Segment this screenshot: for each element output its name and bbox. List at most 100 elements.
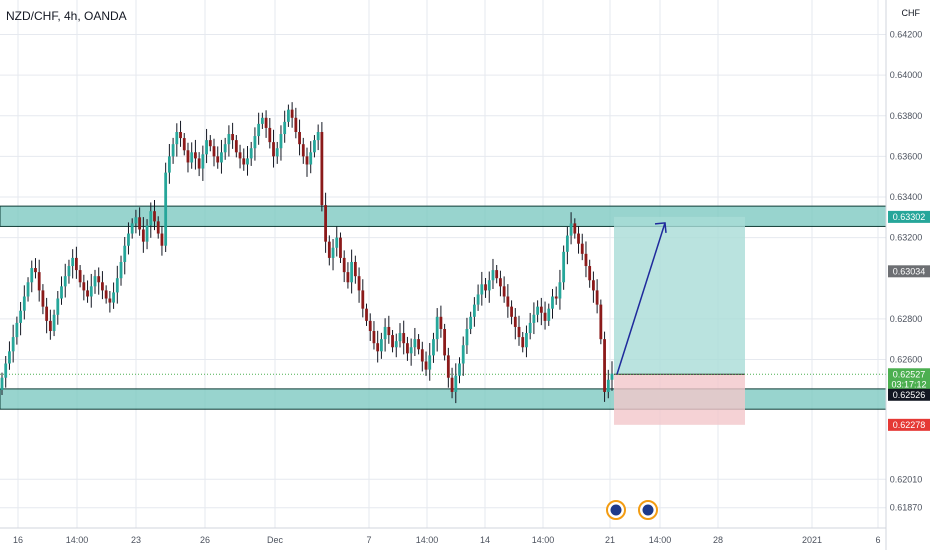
candle-body	[350, 261, 354, 283]
candle-body	[342, 257, 346, 273]
candle-body	[361, 290, 365, 309]
candle-body	[443, 328, 447, 356]
candle-body	[588, 266, 592, 281]
candle-body	[208, 140, 212, 147]
price-badge	[888, 210, 930, 223]
candle-body	[37, 272, 41, 291]
price-badge-label: 0.62278	[893, 420, 926, 430]
candle-body	[249, 148, 253, 159]
arrow-head	[654, 222, 667, 233]
flag-icon	[610, 504, 622, 516]
candle-body	[424, 361, 428, 370]
candle-body	[141, 229, 145, 242]
flag-icon	[642, 504, 654, 516]
candle-body	[253, 136, 257, 149]
candle-body	[313, 140, 316, 153]
candle-body	[391, 335, 394, 348]
candle-body	[491, 270, 495, 281]
y-tick-label: 0.63800	[890, 111, 923, 121]
candle-body	[558, 282, 562, 299]
candle-body	[484, 284, 487, 291]
candle-body	[539, 306, 543, 313]
candle-body	[123, 245, 127, 262]
candle-body	[510, 306, 513, 317]
x-tick-label: 14	[480, 535, 490, 545]
candle-body	[454, 375, 458, 392]
price-badge	[888, 368, 930, 381]
candle-body	[82, 282, 86, 291]
candle-body	[562, 251, 566, 283]
candle-body	[78, 270, 82, 283]
price-badge	[888, 378, 930, 391]
candle-body	[335, 237, 339, 248]
candle-body	[108, 298, 112, 303]
candle-body	[130, 223, 134, 234]
candle-body	[22, 296, 26, 311]
candle-body	[212, 146, 216, 157]
candle-body	[406, 343, 409, 354]
candle-body	[398, 333, 402, 342]
candle-body	[231, 134, 235, 141]
candle-body	[569, 223, 573, 236]
candle-body	[194, 152, 197, 159]
candle-body	[175, 132, 179, 145]
candle-body	[353, 261, 357, 277]
long-position-tool[interactable]	[0, 216, 886, 425]
grid-lines	[0, 0, 886, 528]
candle-body	[153, 211, 156, 222]
candle-body	[499, 278, 502, 287]
candle-body	[316, 132, 320, 141]
candle-body	[521, 337, 525, 348]
candle-body	[294, 117, 298, 132]
y-tick-label: 0.62800	[890, 314, 923, 324]
candle-body	[327, 241, 331, 258]
candle-body	[60, 286, 63, 299]
candle-body	[257, 123, 261, 137]
candle-body	[331, 247, 335, 258]
candle-body	[402, 333, 406, 344]
candle-body	[186, 150, 190, 163]
candle-body	[86, 290, 89, 297]
candle-body	[435, 316, 439, 340]
candle-body	[383, 326, 387, 340]
candle-body	[101, 282, 104, 291]
candle-body	[74, 257, 78, 271]
candle-body	[577, 233, 580, 244]
candle-body	[156, 221, 160, 234]
x-tick-label: 14:00	[649, 535, 672, 545]
projection-arrow	[616, 222, 666, 375]
price-badge-label: 0.62526	[893, 390, 926, 400]
candle-body	[547, 308, 551, 321]
x-tick-label: 6	[875, 535, 880, 545]
candle-body	[573, 223, 577, 234]
candle-body	[469, 316, 473, 329]
price-badge-label: 0.63034	[893, 266, 926, 276]
candle-body	[272, 142, 275, 157]
candle-body	[52, 314, 56, 332]
candle-body	[167, 156, 171, 173]
x-tick-label: 14:00	[416, 535, 439, 545]
candle-body	[595, 290, 599, 305]
y-tick-label: 0.64200	[890, 30, 923, 40]
candle-body	[320, 132, 324, 206]
candle-body	[394, 341, 398, 348]
x-tick-label: 2021	[802, 535, 822, 545]
candle-body	[56, 298, 60, 315]
event-markers[interactable]	[606, 500, 658, 520]
candle-body	[216, 156, 220, 163]
candle-body	[238, 152, 242, 159]
candle-body	[339, 237, 342, 258]
candle-body	[275, 148, 279, 157]
candle-body	[234, 140, 238, 153]
candle-body	[242, 158, 246, 165]
candle-body	[63, 276, 67, 287]
candle-body	[565, 235, 569, 252]
candle-body	[134, 217, 138, 224]
candle-body	[182, 138, 186, 151]
candle-body	[149, 211, 153, 226]
candle-body	[4, 363, 8, 378]
candle-body	[551, 296, 554, 309]
candle-body	[465, 328, 469, 346]
x-tick-label: 16	[13, 535, 23, 545]
